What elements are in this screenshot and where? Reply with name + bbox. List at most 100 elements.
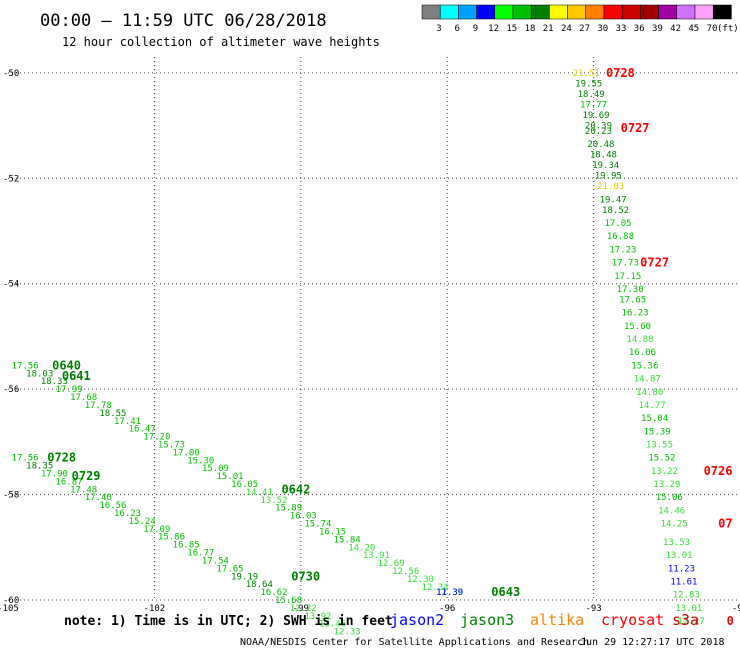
colorbar-swatch <box>712 4 732 20</box>
satellite-legend-altika: altika <box>530 611 584 629</box>
swh-value-label: 17.65 <box>216 564 243 574</box>
time-label: 0 <box>727 614 734 628</box>
colorbar-label: 70 <box>707 24 718 34</box>
swh-value-label: 12.34 <box>421 583 448 593</box>
swh-value-label: 17.99 <box>55 385 82 395</box>
swh-value-label: 14.46 <box>658 506 685 516</box>
swh-value-label: 17.56 <box>12 454 39 464</box>
swh-value-label: 16.23 <box>622 309 649 319</box>
swh-value-label: 15.06 <box>656 493 683 503</box>
colorbar-unit: (ft) <box>717 24 739 34</box>
swh-value-label: 20.23 <box>585 127 612 137</box>
swh-value-label: 17.30 <box>617 285 644 295</box>
y-tick-label: -50 <box>3 69 19 79</box>
swh-value-label: 18.55 <box>99 409 126 419</box>
swh-value-label: 17.48 <box>70 485 97 495</box>
swh-value-label: 15.68 <box>275 596 302 606</box>
swh-value-label: 12.30 <box>407 575 434 585</box>
time-label: 0729 <box>72 469 101 483</box>
grid-lines <box>8 57 740 601</box>
swh-value-label: 19.19 <box>231 572 258 582</box>
colorbar-swatch <box>549 4 568 20</box>
swh-value-label: 16.47 <box>129 425 156 435</box>
swh-value-label: 17.90 <box>41 469 68 479</box>
swh-value-label: 13.29 <box>653 480 680 490</box>
swh-value-label: 16.06 <box>629 348 656 358</box>
swh-value-label: 16.77 <box>187 549 214 559</box>
colorbar-label: 15 <box>506 24 517 34</box>
swh-value-label: 13.01 <box>675 604 702 614</box>
swh-value-label: 15.86 <box>158 533 185 543</box>
swh-value-label: 17.73 <box>612 259 639 269</box>
swh-value-label: 16.85 <box>173 541 200 551</box>
colorbar-label: 30 <box>597 24 608 34</box>
y-tick-label: -56 <box>3 385 19 395</box>
swh-value-label: 17.15 <box>614 272 641 282</box>
swh-value-label: 17.00 <box>173 448 200 458</box>
swh-value-label: 19.69 <box>582 111 609 121</box>
colorbar-swatch <box>585 4 605 20</box>
colorbar-legend: 3 6 9 12 15 18 21 24 27 30 33 36 39 42 45 70 (ft) <box>421 4 739 34</box>
footer-note: note: 1) Time is in UTC; 2) SWH is in fe… <box>64 614 393 629</box>
colorbar-label: 45 <box>688 24 699 34</box>
swh-value-label: 21.03 <box>597 182 624 192</box>
time-label: 0727 <box>640 256 669 270</box>
colorbar-swatch <box>658 4 678 20</box>
satellite-legend-jason3: jason3 <box>460 611 514 629</box>
swh-value-label: 16.88 <box>607 232 634 242</box>
swh-value-label: 13.92 <box>304 612 331 622</box>
swh-value-label: 13.53 <box>663 538 690 548</box>
swh-value-label: 11.23 <box>668 564 695 574</box>
swh-value-label: 21.51 <box>573 69 600 79</box>
x-tick-label: -102 <box>144 604 166 614</box>
colorbar-label: 21 <box>543 24 554 34</box>
colorbar-swatch <box>676 4 696 20</box>
swh-value-label: 15.01 <box>216 472 243 482</box>
swh-value-label: 11.39 <box>436 588 463 598</box>
swh-value-label: 16.87 <box>55 477 82 487</box>
time-label: 0728 <box>606 66 635 80</box>
swh-value-label: 17.23 <box>609 245 636 255</box>
swh-value-label: 17.68 <box>70 393 97 403</box>
colorbar-label: 36 <box>634 24 645 34</box>
swh-value-label: 17.09 <box>143 525 170 535</box>
y-tick-label: -60 <box>3 596 19 606</box>
swh-value-label: 12.69 <box>378 559 405 569</box>
x-tick-label: -90 <box>732 604 740 614</box>
swh-value-label: 19.95 <box>595 172 622 182</box>
x-tick-label: -105 <box>0 604 19 614</box>
swh-value-label: 14.88 <box>626 335 653 345</box>
swh-value-label: 13.46 <box>319 620 346 630</box>
colorbar-label: 3 <box>436 24 441 34</box>
time-label: 0728 <box>47 451 76 465</box>
colorbar-label: 18 <box>525 24 536 34</box>
satellite-legend: jason2 jason3 altika cryosat s3a <box>390 611 699 629</box>
swh-value-label: 16.23 <box>114 509 141 519</box>
colorbar-swatch <box>512 4 532 20</box>
swh-value-label: 17.77 <box>580 100 607 110</box>
swh-value-label: 17.40 <box>85 493 112 503</box>
swh-value-label: 17.41 <box>114 417 141 427</box>
colorbar-swatch <box>694 4 714 20</box>
swh-value-label: 11.61 <box>670 578 697 588</box>
swh-value-label: 15.36 <box>631 361 658 371</box>
swh-value-label: 15.30 <box>187 456 214 466</box>
swh-value-label: 17.05 <box>604 219 631 229</box>
time-label: 0727 <box>621 121 650 135</box>
swh-value-label: 15.39 <box>643 427 670 437</box>
swh-value-label: 18.33 <box>41 377 68 387</box>
colorbar-swatch <box>621 4 641 20</box>
swh-value-label: 15.09 <box>202 464 229 474</box>
swh-value-label: 12.83 <box>673 591 700 601</box>
x-tick-label: -99 <box>293 604 309 614</box>
swh-value-label: 20.48 <box>587 140 614 150</box>
swh-value-label: 12.22 <box>290 604 317 614</box>
colorbar-label: 27 <box>579 24 590 34</box>
colorbar-swatch <box>530 4 550 20</box>
swh-value-label: 14.25 <box>661 520 688 530</box>
swh-value-label: 19.47 <box>600 195 627 205</box>
chart-subtitle: 12 hour collection of altimeter wave hei… <box>62 35 380 49</box>
swh-value-label: 17.56 <box>12 361 39 371</box>
swh-value-label: 12.56 <box>392 567 419 577</box>
